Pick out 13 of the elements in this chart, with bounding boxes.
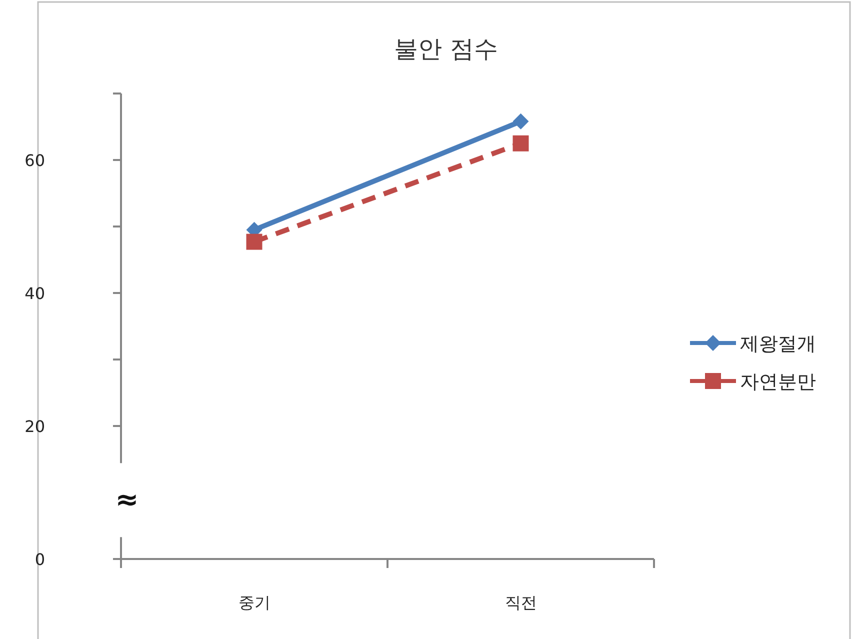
y-tick-label: 20 [24,417,45,436]
x-tick-label: 중기 [238,593,270,612]
point [512,135,529,152]
x-tick-label: 직전 [504,593,537,612]
y-tick-label: 0 [34,550,45,569]
legend-label: 자연분만 [740,371,816,393]
legend-label: 제왕절개 [740,333,816,355]
chart-title: 불안 점수 [394,35,498,63]
y-tick-label: 40 [24,284,45,303]
point [246,234,262,250]
annotation: ≈ [115,483,139,516]
y-tick-label: 60 [24,151,45,170]
point [512,113,529,130]
